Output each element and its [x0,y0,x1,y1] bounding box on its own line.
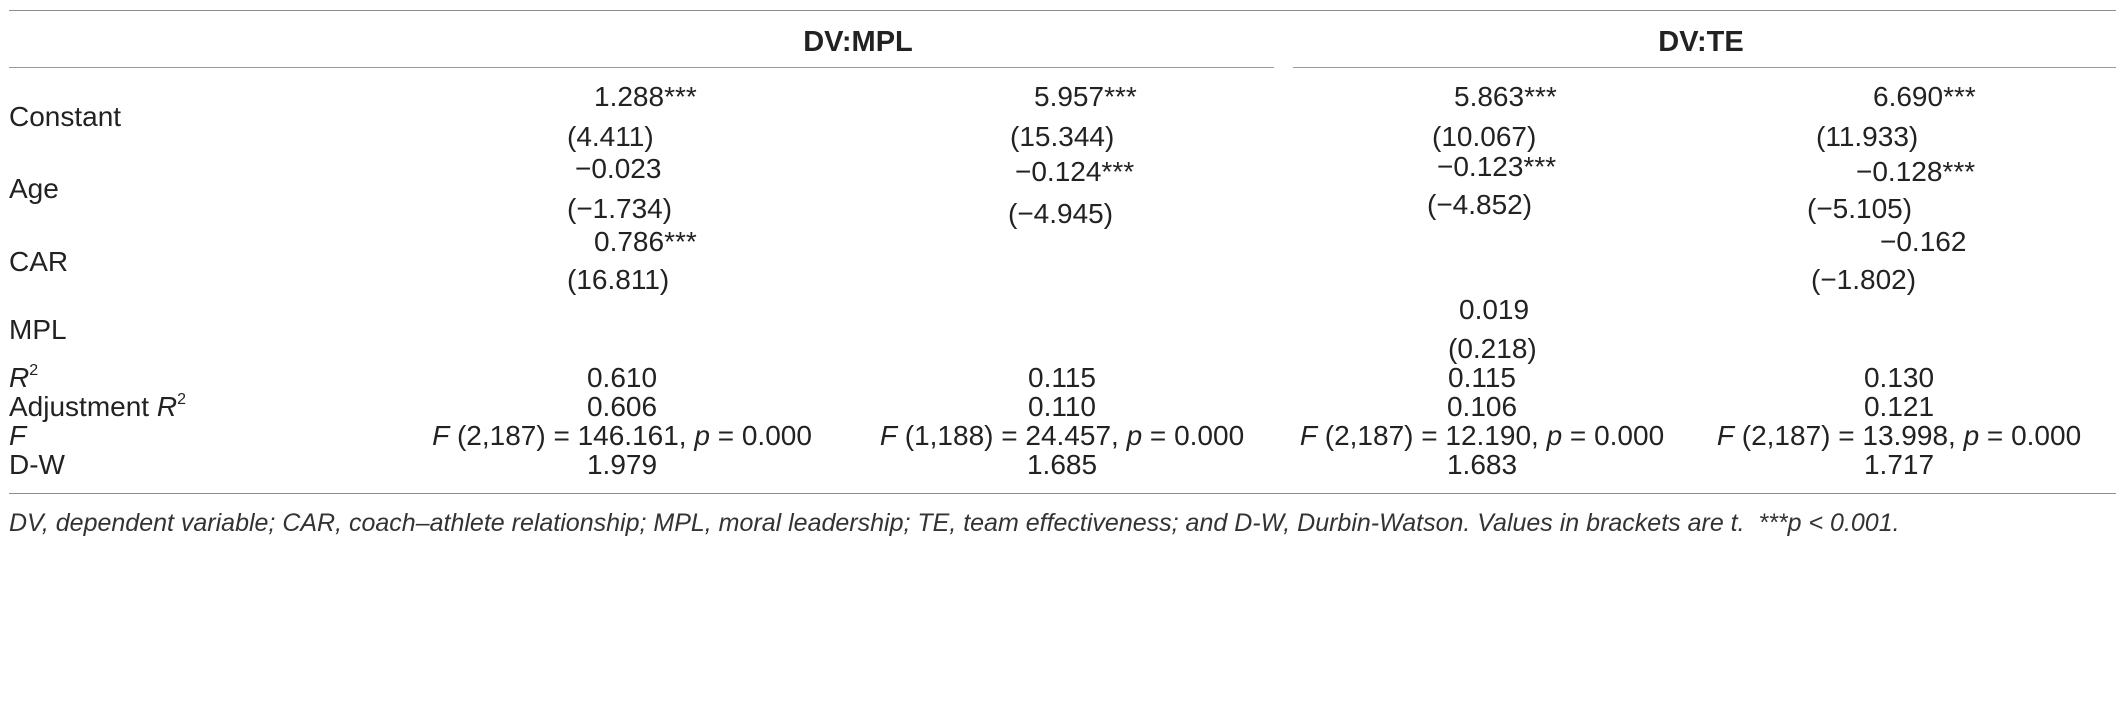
p-symbol: p [1546,420,1563,451]
age-coef-4: −0.128*** [1856,156,1976,187]
mpl-t-3: (0.218) [1448,333,1537,364]
adjusted-r2-value-3: 0.106 [1446,391,1518,422]
constant-coef-3: 5.863*** [1454,81,1557,112]
car-t-1: (16.811) [567,264,670,295]
group-rule-te [1293,67,2116,68]
age-coef-1: −0.023 [575,153,662,184]
constant-t-1: (4.411) [567,121,654,152]
f-statistic: (2,187) = 12.190, [1324,420,1547,451]
f-symbol: F [879,420,897,451]
constant-t-3: (10.067) [1432,121,1537,152]
row-label-dw: D-W [9,449,65,480]
car-t-4: (−1.802) [1811,264,1917,295]
adjusted-r2-value-2: 0.110 [1028,391,1096,422]
age-t-1: (−1.734) [567,193,673,224]
f-symbol: F [1299,420,1317,451]
r2-value-1: 0.610 [586,362,658,393]
table-bottom-rule [9,493,2116,494]
adjusted-r2-value-1: 0.606 [586,391,658,422]
p-symbol: p [1126,420,1143,451]
constant-t-4: (11.933) [1816,121,1919,152]
row-label-car: CAR [9,246,69,277]
adjusted-r2-symbol: R [156,391,178,422]
row-label-r2: R2 [9,361,38,395]
r2-value-3: 0.115 [1448,362,1516,393]
p-value: = 0.000 [1562,420,1665,451]
constant-coef-1: 1.288*** [594,81,697,112]
r2-value-4: 0.130 [1863,362,1935,393]
car-coef-1: 0.786*** [594,226,697,257]
p-symbol: p [694,420,710,451]
r2-value-2: 0.115 [1028,362,1096,393]
dw-value-2: 1.685 [1026,449,1098,480]
constant-coef-4: 6.690*** [1873,81,1976,112]
group-header-te: DV:TE [1658,26,1744,58]
f-symbol: F [432,420,450,451]
adjusted-r2-value-4: 0.121 [1863,391,1935,422]
f-value-4: F (2,187) = 13.998, p = 0.000 [1717,419,2081,453]
age-coef-2: −0.124*** [1015,156,1135,187]
group-header-mpl: DV:MPL [803,26,913,58]
row-label-age: Age [9,173,59,204]
p-value: = 0.000 [1979,420,2082,451]
f-statistic: (2,187) = 13.998, [1741,420,1964,451]
f-value-2: F (1,188) = 24.457, p = 0.000 [880,419,1244,453]
dw-value-4: 1.717 [1863,449,1935,480]
f-symbol: F [1716,420,1734,451]
constant-coef-2: 5.957*** [1034,81,1137,112]
adjusted-r2-word: Adjustment [9,391,157,422]
row-label-adjusted-r2: Adjustment R2 [9,390,186,424]
f-statistic: (1,188) = 24.457, [904,420,1127,451]
age-coef-3: −0.123*** [1437,151,1557,182]
row-label-constant: Constant [9,101,122,132]
table-top-rule [9,10,2116,11]
dw-value-3: 1.683 [1446,449,1518,480]
footnote-significance: ***p < 0.001. [1758,509,1900,537]
row-label-mpl: MPL [9,314,67,345]
row-label-f: F [9,420,27,451]
p-value: = 0.000 [709,420,812,451]
p-value: = 0.000 [1142,420,1245,451]
adjusted-r2-superscript: 2 [177,391,186,408]
r2-superscript: 2 [29,362,39,379]
age-t-4: (−5.105) [1807,193,1913,224]
table-footnote: DV, dependent variable; CAR, coach–athle… [9,506,1900,540]
constant-t-2: (15.344) [1010,121,1115,152]
group-rule-mpl [9,67,1274,68]
age-t-2: (−4.945) [1008,198,1114,229]
f-value-3: F (2,187) = 12.190, p = 0.000 [1300,419,1664,453]
dw-value-1: 1.979 [586,449,658,480]
age-t-3: (−4.852) [1427,189,1533,220]
f-statistic: (2,187) = 146.161, [456,420,695,451]
r2-symbol: R [9,362,30,393]
car-coef-4: −0.162 [1880,226,1967,257]
footnote-abbreviations: DV, dependent variable; CAR, coach–athle… [9,509,1745,537]
p-symbol: p [1963,420,1980,451]
f-value-1: F (2,187) = 146.161, p = 0.000 [432,419,812,453]
mpl-coef-3: 0.019 [1459,294,1530,325]
